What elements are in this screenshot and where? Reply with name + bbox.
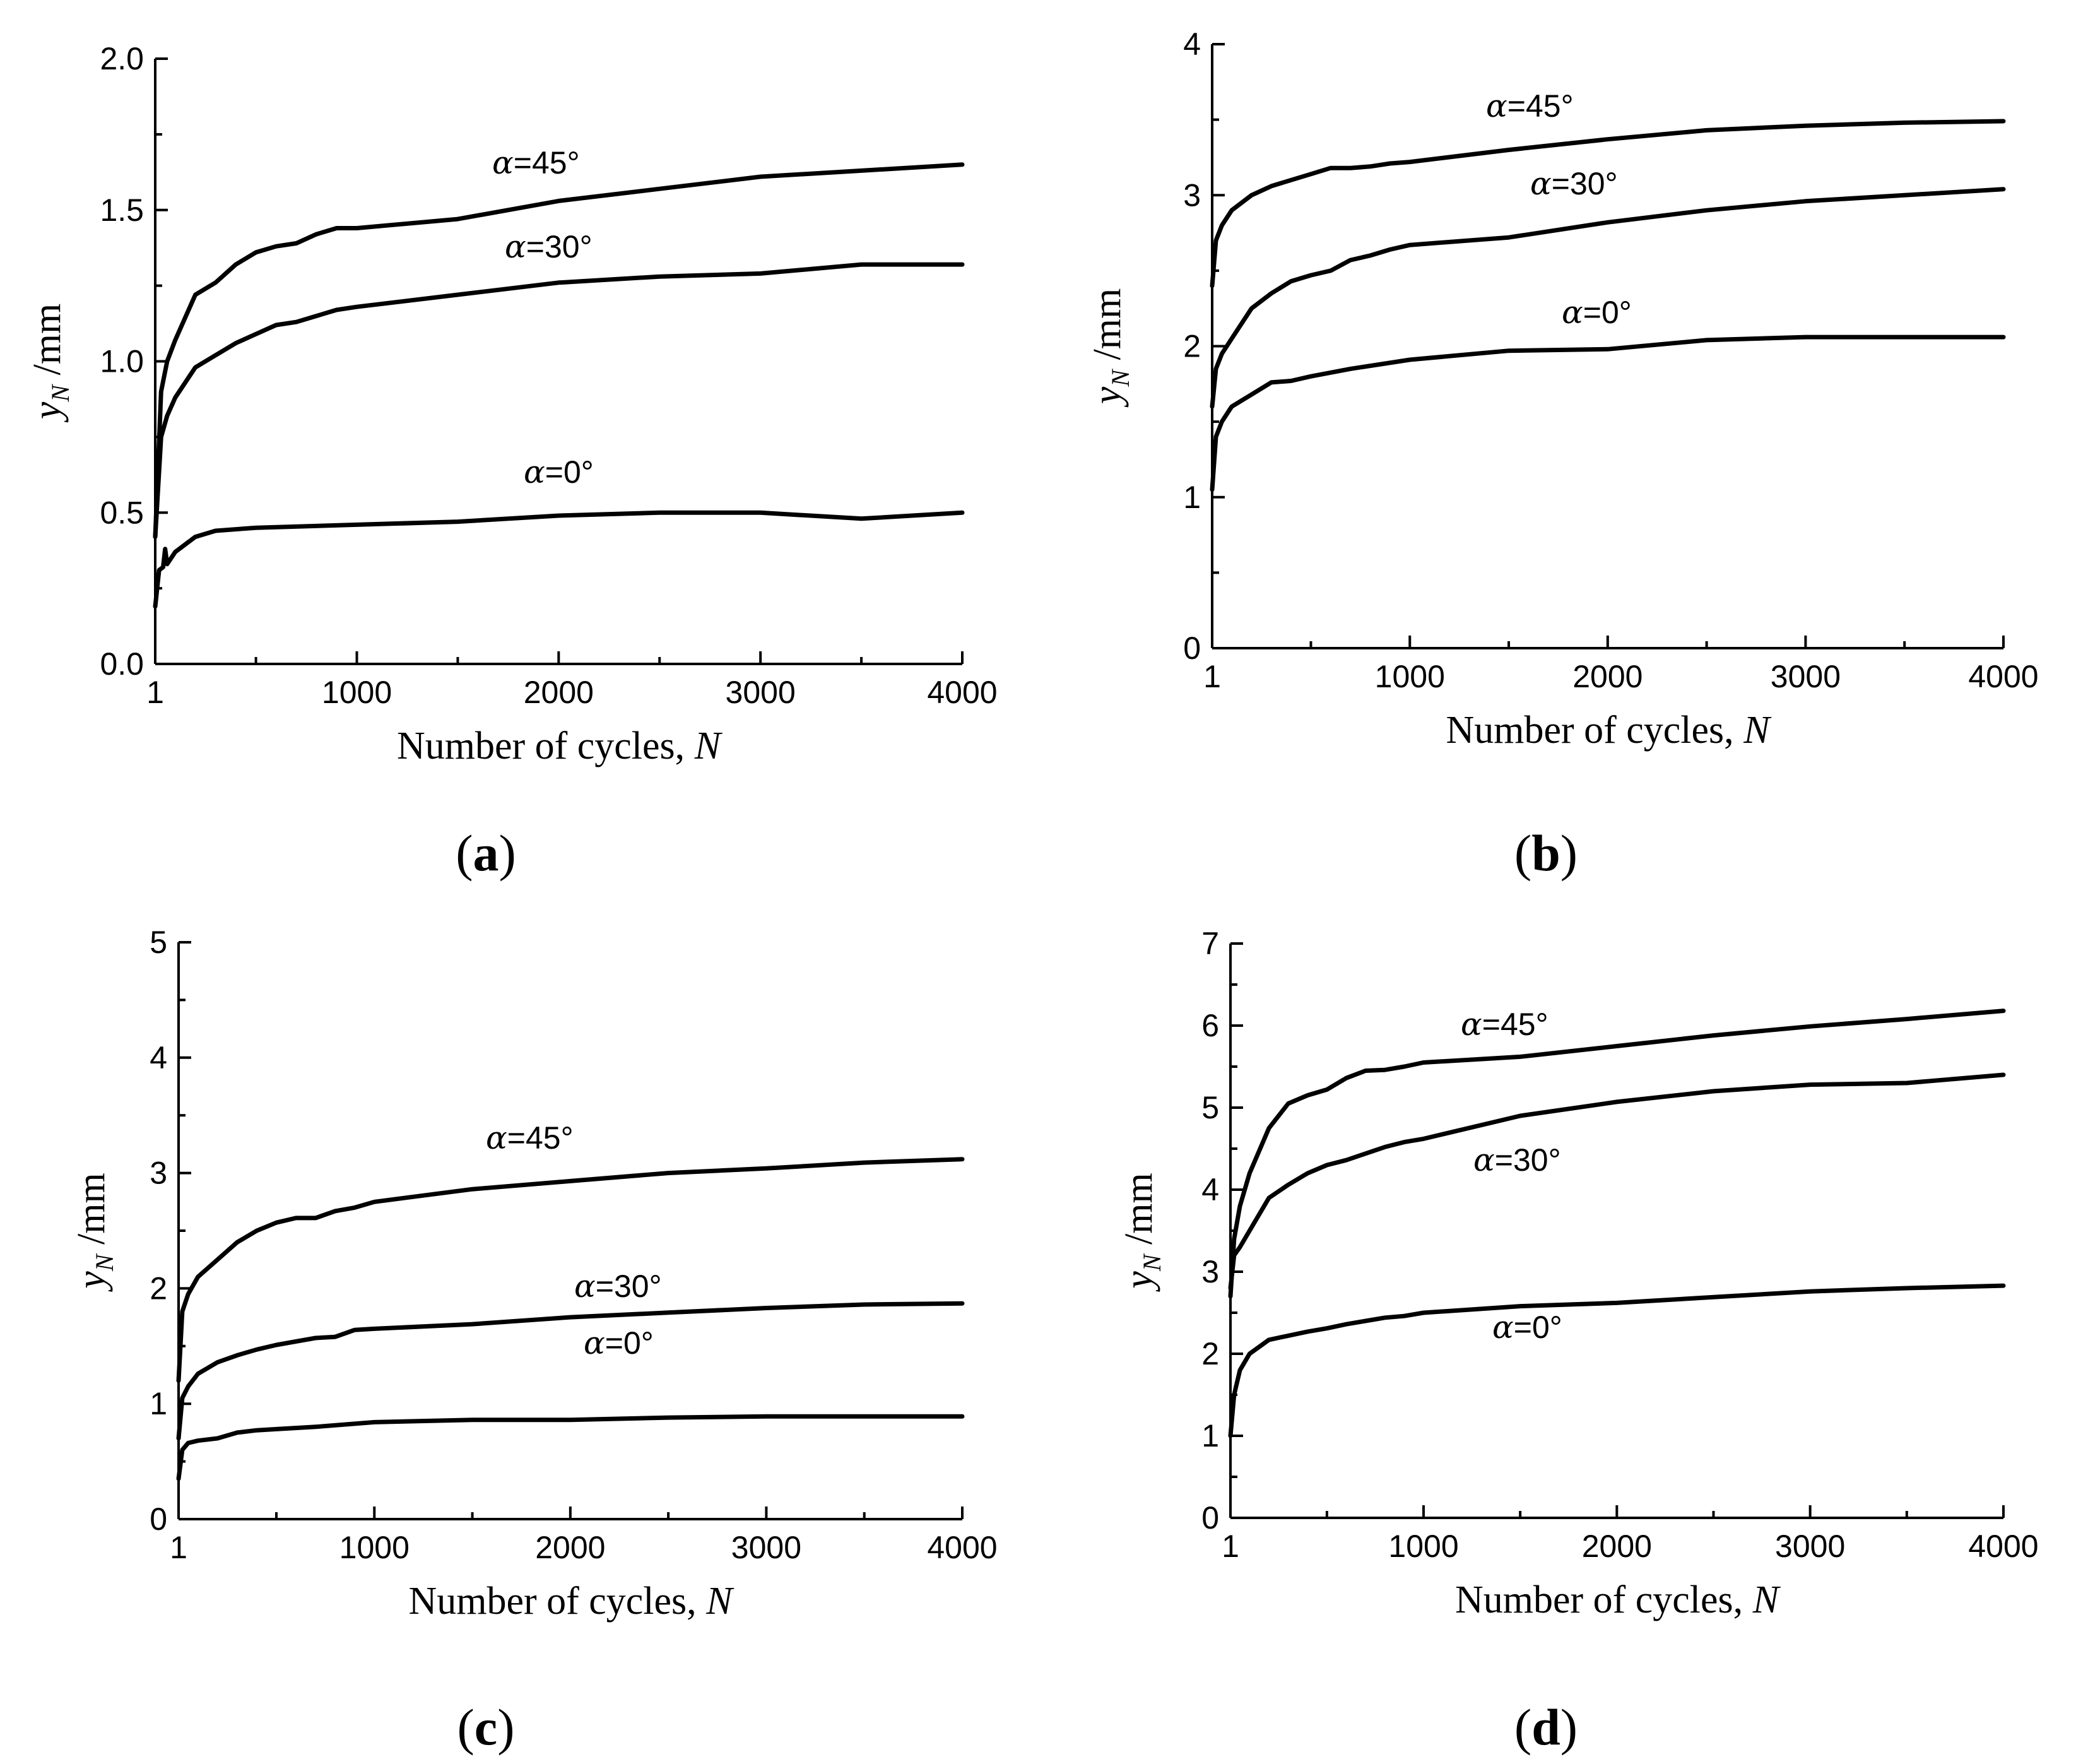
x-tick-label: 1	[170, 1530, 187, 1565]
series-label: α=45°	[1461, 1006, 1548, 1043]
y-tick-label: 0	[150, 1501, 167, 1537]
series-line	[1210, 187, 2006, 409]
panel-b: 1 1000 2000 3000 4000 0 1 2 3 4 Number of cycles, …	[1038, 0, 2076, 884]
x-tick-label: 3000	[1771, 659, 1841, 694]
panel-label-b: (b)	[1514, 824, 1578, 882]
x-tick-label: 4000	[1968, 1529, 2038, 1564]
x-tick-label: 1000	[322, 675, 392, 710]
x-axis-label: Number of cycles, N	[1455, 1578, 1781, 1621]
y-tick-label: 0	[1183, 630, 1201, 666]
x-tick-label: 2000	[1582, 1529, 1652, 1564]
y-tick-label: 2	[1201, 1336, 1219, 1371]
x-tick-label: 4000	[1968, 659, 2038, 694]
series-line	[153, 162, 965, 540]
y-tick-label: 7	[1201, 926, 1219, 961]
x-tick-label: 4000	[927, 1530, 997, 1565]
y-tick-label: 1.5	[100, 192, 144, 228]
series-label: α=30°	[1473, 1142, 1561, 1178]
y-axis-label: yN /mm	[70, 1173, 119, 1292]
x-axis-label: Number of cycles, N	[1446, 709, 1772, 752]
x-tick-label: 3000	[1775, 1529, 1845, 1564]
series-label: α=0°	[584, 1325, 654, 1361]
svg-text:yN /mm: yN /mm	[1086, 288, 1135, 408]
y-tick-label: 6	[1201, 1008, 1219, 1043]
y-tick-label: 0.0	[100, 646, 144, 682]
series-label: α=0°	[1492, 1309, 1562, 1346]
series-line	[1210, 119, 2006, 288]
y-axis-label: yN /mm	[26, 304, 74, 423]
y-tick-label: 1.0	[100, 344, 144, 379]
panel-label-a: (a)	[456, 824, 516, 882]
y-tick-label: 5	[150, 925, 167, 960]
panel-a: 1 1000 2000 3000 4000 0.0 0.5 1.0 1.5 2.0 Number o…	[0, 0, 1038, 884]
series-label: α=45°	[492, 145, 580, 181]
series-label: α=0°	[524, 454, 594, 490]
y-tick-label: 4	[1201, 1172, 1219, 1207]
x-tick-label: 1	[146, 675, 164, 710]
series-line	[153, 510, 965, 609]
series-line	[1228, 1283, 2006, 1438]
y-tick-label: 3	[1183, 177, 1201, 213]
x-tick-label: 2000	[524, 675, 594, 710]
y-axis-label: yN /mm	[1086, 288, 1135, 408]
x-tick-label: 1	[1222, 1529, 1239, 1564]
series-line	[176, 1157, 965, 1383]
y-tick-label: 4	[150, 1040, 167, 1075]
series-label: α=45°	[486, 1120, 574, 1156]
series-line	[176, 1414, 965, 1481]
y-tick-label: 5	[1201, 1090, 1219, 1125]
y-tick-label: 1	[150, 1386, 167, 1421]
y-tick-label: 1	[1201, 1418, 1219, 1453]
series-label: α=45°	[1486, 88, 1574, 124]
series-line	[1228, 1009, 2006, 1299]
panel-c: 1 1000 2000 3000 4000 0 1 2 3 4 5 Number of cycles,…	[0, 884, 1038, 1764]
svg-text:yN /mm: yN /mm	[1118, 1173, 1166, 1292]
chart-a: 1 1000 2000 3000 4000 0.0 0.5 1.0 1.5 2.0 Number o…	[26, 41, 998, 767]
panel-label-c: (c)	[457, 1698, 515, 1756]
x-axis-label: Number of cycles, N	[397, 725, 723, 767]
series-label: α=0°	[1562, 294, 1632, 331]
svg-text:yN /mm: yN /mm	[70, 1173, 119, 1292]
y-tick-label: 3	[1201, 1254, 1219, 1289]
x-tick-label: 2000	[1572, 659, 1643, 694]
y-axis-label: yN /mm	[1118, 1173, 1166, 1292]
y-tick-label: 3	[150, 1156, 167, 1191]
x-tick-label: 3000	[726, 675, 796, 710]
y-tick-label: 2.0	[100, 41, 144, 76]
y-tick-label: 1	[1183, 480, 1201, 515]
series-label: α=30°	[1530, 165, 1618, 202]
svg-text:yN /mm: yN /mm	[26, 304, 74, 423]
series-label: α=30°	[505, 228, 593, 265]
y-tick-label: 0.5	[100, 495, 144, 530]
y-tick-label: 0	[1201, 1500, 1219, 1536]
x-axis-label: Number of cycles, N	[408, 1580, 734, 1623]
x-tick-label: 1	[1203, 659, 1221, 694]
x-tick-label: 1000	[1388, 1529, 1458, 1564]
series-line	[176, 1301, 965, 1441]
series-line	[1228, 1072, 2006, 1291]
x-tick-label: 4000	[927, 675, 997, 710]
panel-d: 1 1000 2000 3000 4000 0 1 2 3 4 5 6 7 Number of cycle…	[1038, 884, 2076, 1764]
series-line	[153, 262, 965, 540]
series-line	[1210, 334, 2006, 492]
y-tick-label: 2	[150, 1270, 167, 1306]
x-tick-label: 3000	[731, 1530, 801, 1565]
y-tick-label: 2	[1183, 329, 1201, 364]
series-label: α=30°	[574, 1268, 662, 1305]
x-tick-label: 2000	[535, 1530, 605, 1565]
x-tick-label: 1000	[1375, 659, 1445, 694]
x-tick-label: 1000	[339, 1530, 410, 1565]
y-tick-label: 4	[1183, 27, 1201, 62]
panel-label-d: (d)	[1514, 1698, 1578, 1756]
